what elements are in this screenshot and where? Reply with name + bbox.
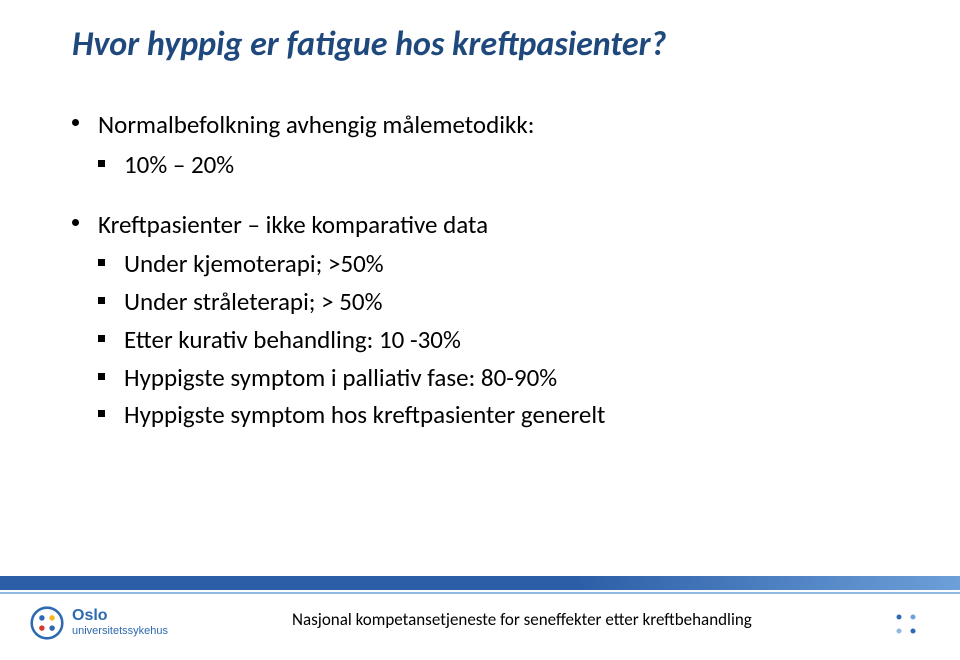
page-title: Hvor hyppig er fatigue hos kreftpasiente… bbox=[72, 24, 888, 65]
bullet-text: Under kjemoterapi; >50% bbox=[124, 248, 384, 279]
bullet-text: Under stråleterapi; > 50% bbox=[124, 286, 382, 317]
hospital-logo-text: Oslo universitetssykehus bbox=[72, 606, 232, 640]
bullet-dot-icon bbox=[72, 219, 79, 226]
bullet-text: Hyppigste symptom hos kreftpasienter gen… bbox=[124, 399, 605, 430]
bullet-level2: Hyppigste symptom i palliativ fase: 80-9… bbox=[72, 361, 888, 395]
bullet-text: Kreftpasienter – ikke komparative data bbox=[98, 209, 488, 240]
slide: Hvor hyppig er fatigue hos kreftpasiente… bbox=[0, 0, 960, 660]
footer-bar-thin bbox=[0, 592, 960, 594]
bullet-square-icon bbox=[98, 410, 105, 417]
footer-logo: Oslo universitetssykehus bbox=[30, 606, 232, 640]
logo-text-bottom: universitetssykehus bbox=[72, 625, 168, 637]
bullet-text: Etter kurativ behandling: 10 -30% bbox=[124, 324, 461, 355]
bullet-level2: Hyppigste symptom hos kreftpasienter gen… bbox=[72, 398, 888, 432]
spacer bbox=[72, 186, 888, 208]
bullet-level1: Kreftpasienter – ikke komparative data bbox=[72, 208, 888, 242]
bullet-dot-icon bbox=[72, 119, 79, 126]
logo-text-top: Oslo bbox=[72, 607, 108, 624]
bullet-level2: Under stråleterapi; > 50% bbox=[72, 285, 888, 319]
bullet-level2: 10% – 20% bbox=[72, 148, 888, 182]
bullet-level1: Normalbefolkning avhengig målemetodikk: bbox=[72, 108, 888, 142]
bullet-square-icon bbox=[98, 160, 105, 167]
bullet-square-icon bbox=[98, 297, 105, 304]
bullet-square-icon bbox=[98, 335, 105, 342]
footer-bar bbox=[0, 576, 960, 590]
bullet-text: Normalbefolkning avhengig målemetodikk: bbox=[98, 109, 534, 140]
bullet-level2: Etter kurativ behandling: 10 -30% bbox=[72, 323, 888, 357]
bullet-square-icon bbox=[98, 373, 105, 380]
content-body: Normalbefolkning avhengig målemetodikk: … bbox=[72, 108, 888, 436]
bullet-level2: Under kjemoterapi; >50% bbox=[72, 247, 888, 281]
decorative-dots-icon bbox=[892, 610, 920, 638]
bullet-text: 10% – 20% bbox=[124, 149, 234, 180]
footer-text: Nasjonal kompetansetjeneste for seneffek… bbox=[292, 609, 752, 630]
bullet-text: Hyppigste symptom i palliativ fase: 80-9… bbox=[124, 362, 557, 393]
bullet-square-icon bbox=[98, 259, 105, 266]
hospital-logo-icon bbox=[30, 606, 64, 640]
